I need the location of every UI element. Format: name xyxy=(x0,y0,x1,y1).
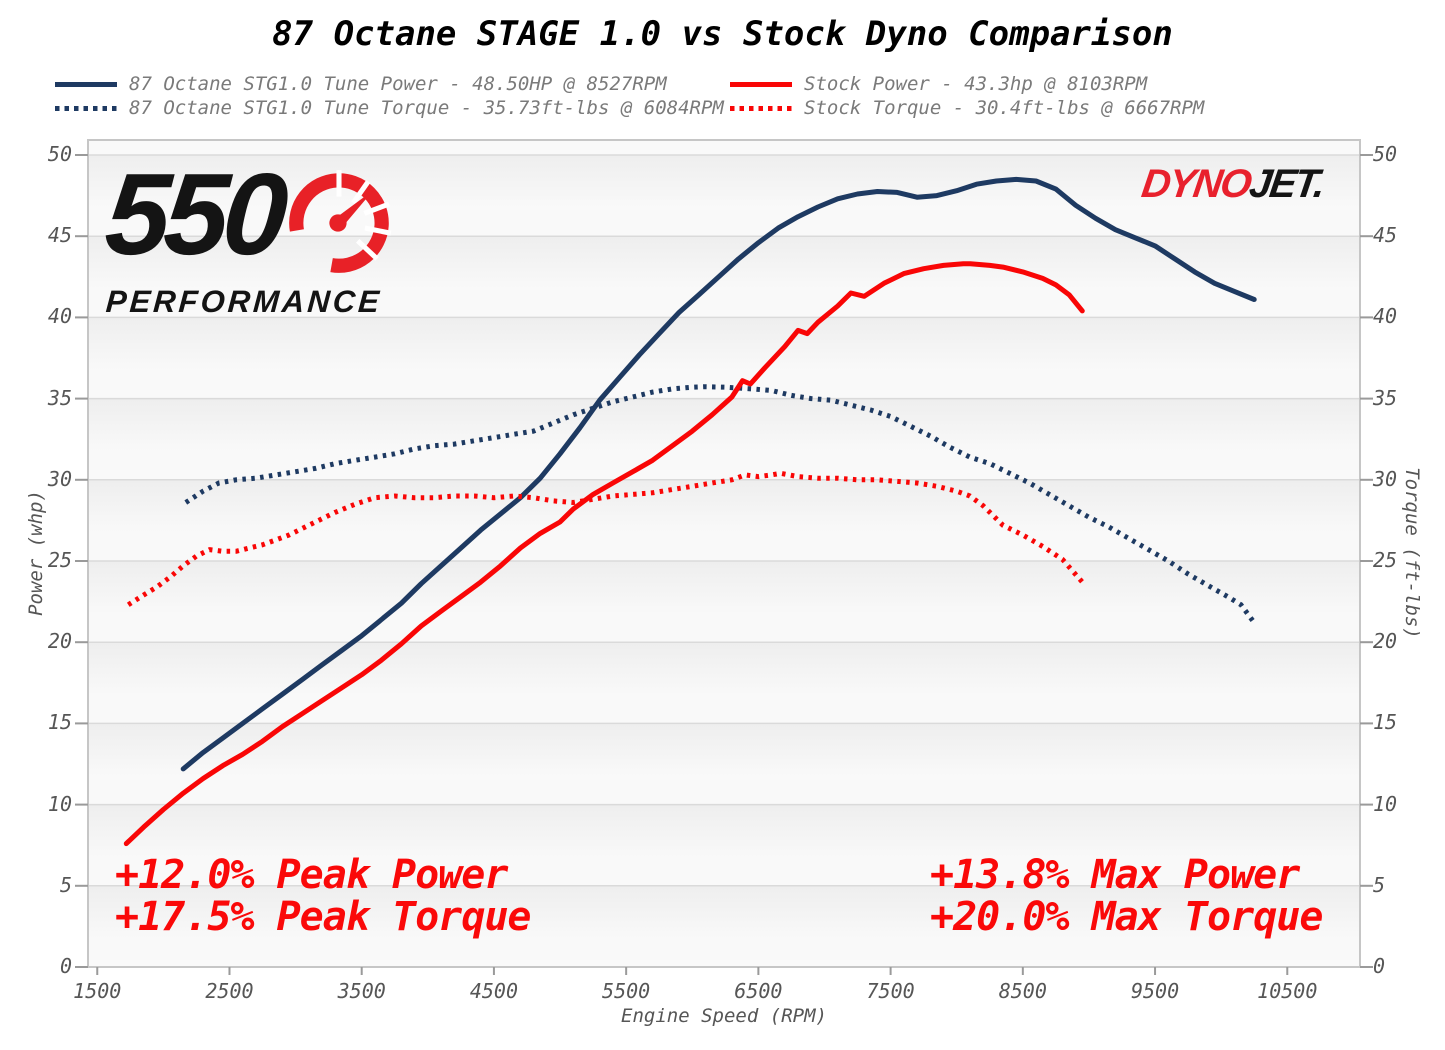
y-axis-tick-label-right: 40 xyxy=(1373,304,1398,329)
legend-label: Stock Power - 43.3hp @ 8103RPM xyxy=(804,73,1148,95)
y-axis-tick-label-left: 20 xyxy=(47,629,72,654)
y-axis-tick-label-left: 15 xyxy=(47,710,72,735)
annotation-peak-torque-gain: +17.5% Peak Torque xyxy=(115,894,531,940)
legend-item-stock-torque: Stock Torque - 30.4ft-lbs @ 6667RPM xyxy=(730,96,1204,120)
y-axis-tick-label-left: 25 xyxy=(47,548,72,572)
y-axis-tick-label-left: 45 xyxy=(47,223,72,248)
legend-item-stock-power: Stock Power - 43.3hp @ 8103RPM xyxy=(730,72,1147,96)
x-axis-tick-label: 8500 xyxy=(998,979,1047,1003)
legend-label: 87 Octane STG1.0 Tune Power - 48.50HP @ … xyxy=(129,73,667,95)
dynojet-logo-jet: JET xyxy=(1246,162,1318,206)
legend-item-tune-torque: 87 Octane STG1.0 Tune Torque - 35.73ft-l… xyxy=(55,96,724,120)
y-axis-tick-label-left: 30 xyxy=(47,466,72,491)
y-axis-tick-label-right: 35 xyxy=(1373,385,1398,410)
dynojet-logo: DYNOJET. xyxy=(1139,162,1326,207)
y-axis-tick-label-right: 30 xyxy=(1373,466,1398,491)
y-axis-tick-label-left: 40 xyxy=(47,304,72,329)
x-axis-title: Engine Speed (RPM) xyxy=(621,1005,827,1027)
tachometer-gauge-icon xyxy=(288,170,391,273)
x-axis-tick-label: 10500 xyxy=(1257,979,1318,1003)
y-axis-tick-label-left: 50 xyxy=(47,142,72,166)
y-axis-tick-label-right: 15 xyxy=(1373,710,1398,735)
annotation-max-torque-gain: +20.0% Max Torque xyxy=(930,894,1323,940)
curve-stock-power xyxy=(123,261,1085,847)
x-axis-tick-label: 2500 xyxy=(205,979,254,1003)
y-axis-tick-label-left: 5 xyxy=(59,872,72,897)
550-performance-logo: 550 PERFORMANCE xyxy=(101,149,400,320)
x-axis-tick-label: 9500 xyxy=(1130,979,1180,1003)
y-axis-tick-label-left: 35 xyxy=(47,385,72,410)
tune-torque-line-swatch xyxy=(55,105,117,111)
x-axis-tick-label: 5500 xyxy=(602,979,651,1003)
x-axis-tick-label: 7500 xyxy=(866,979,915,1003)
logo-performance-text: PERFORMANCE xyxy=(104,284,384,319)
curve-tune-torque xyxy=(184,384,1257,625)
logo-550-number: 550 xyxy=(101,149,287,279)
x-axis-tick-label: 4500 xyxy=(469,979,518,1003)
stock-torque-line-swatch xyxy=(730,105,792,111)
x-axis-tick-label: 1500 xyxy=(73,979,122,1003)
stock-power-line-swatch xyxy=(730,81,792,87)
curve-stock-torque xyxy=(126,470,1085,607)
x-axis-tick-label: 6500 xyxy=(734,979,783,1003)
curve-tune-power xyxy=(180,176,1257,772)
y-axis-tick-label-left: 0 xyxy=(59,954,72,978)
tune-power-line-swatch xyxy=(55,81,117,87)
chart-title: 87 Octane STAGE 1.0 vs Stock Dyno Compar… xyxy=(272,14,1173,54)
annotation-max-power-gain: +13.8% Max Power xyxy=(930,852,1300,898)
legend-label: 87 Octane STG1.0 Tune Torque - 35.73ft-l… xyxy=(129,97,724,119)
legend-label: Stock Torque - 30.4ft-lbs @ 6667RPM xyxy=(804,97,1205,119)
legend-item-tune-power: 87 Octane STG1.0 Tune Power - 48.50HP @ … xyxy=(55,72,667,96)
y-axis-tick-label-right: 20 xyxy=(1373,629,1398,654)
y-axis-tick-label-right: 45 xyxy=(1373,223,1398,248)
dynojet-logo-dyno: DYNO xyxy=(1138,162,1253,206)
y-axis-tick-label-right: 10 xyxy=(1373,791,1398,816)
annotation-peak-power-gain: +12.0% Peak Power xyxy=(115,852,508,898)
y-axis-tick-label-right: 5 xyxy=(1373,872,1386,897)
y-axis-tick-label-right: 25 xyxy=(1373,548,1398,572)
y-axis-tick-label-right: 50 xyxy=(1373,142,1398,166)
x-axis-tick-label: 3500 xyxy=(337,979,386,1003)
y-axis-tick-label-left: 10 xyxy=(47,791,72,816)
y-axis-tick-label-right: 0 xyxy=(1373,954,1386,978)
